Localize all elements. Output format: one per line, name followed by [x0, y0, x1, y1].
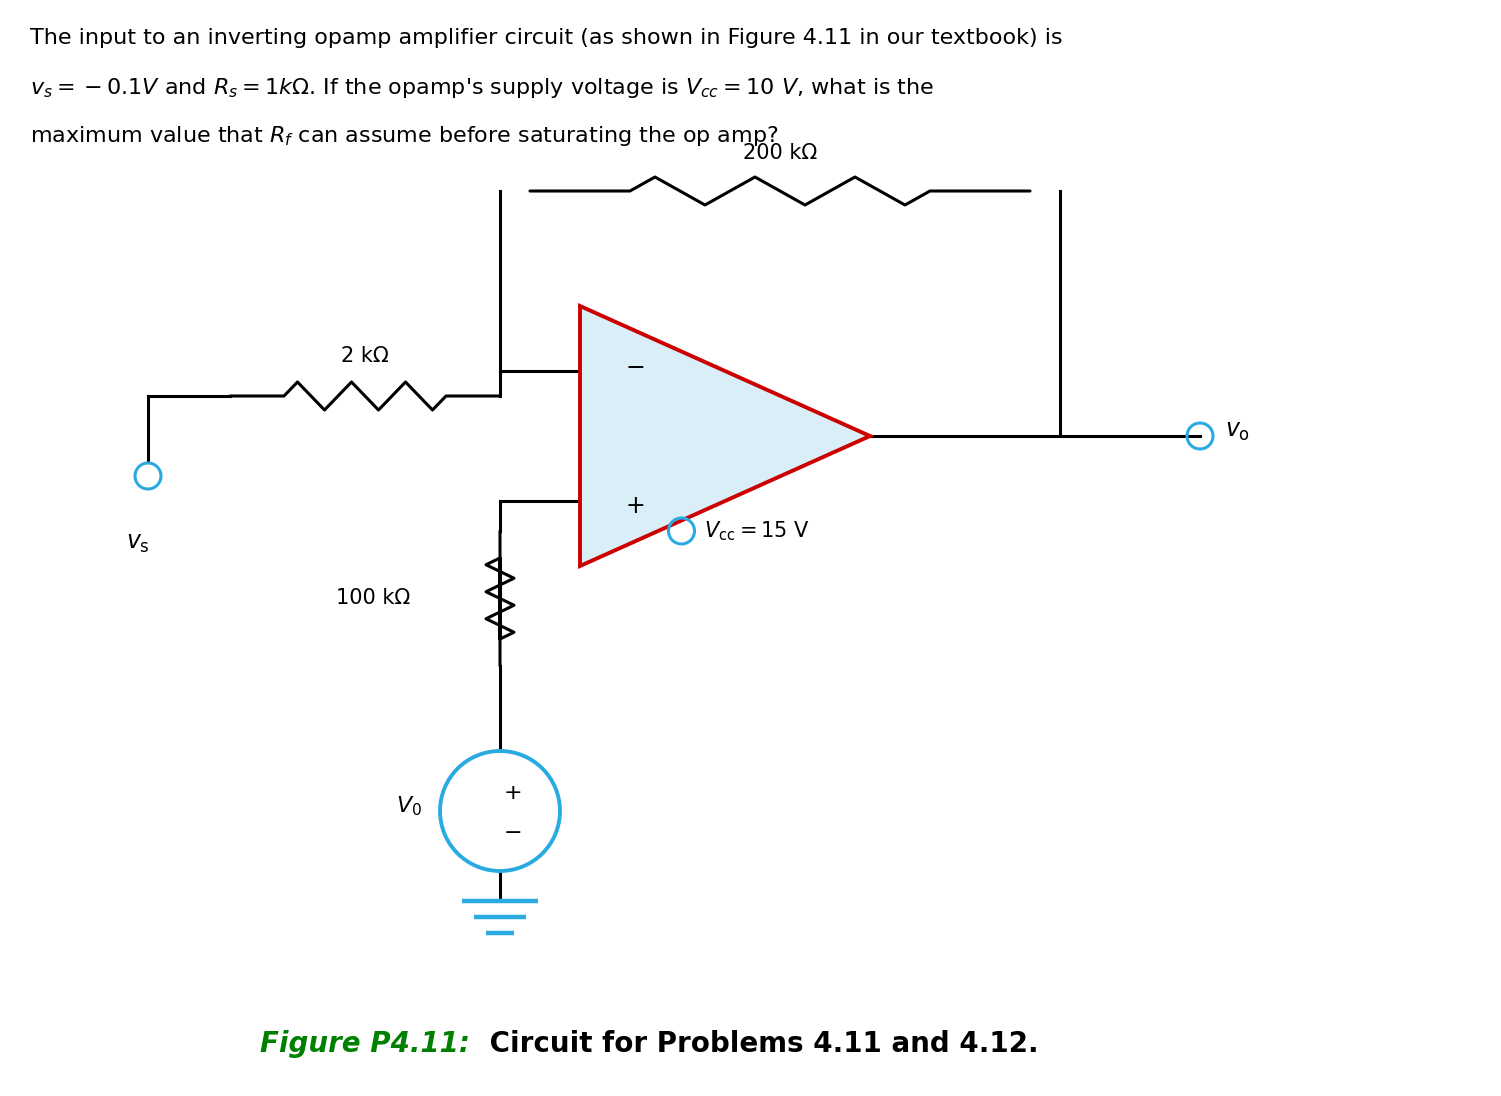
Text: $-$: $-$ — [503, 821, 521, 841]
Text: $v_s = -0.1V$ and $R_s = 1k\Omega$. If the opamp's supply voltage is $V_{cc} = 1: $v_s = -0.1V$ and $R_s = 1k\Omega$. If t… — [30, 76, 934, 100]
Text: $+$: $+$ — [503, 783, 521, 803]
Polygon shape — [579, 306, 871, 566]
Text: Circuit for Problems 4.11 and 4.12.: Circuit for Problems 4.11 and 4.12. — [480, 1030, 1039, 1058]
Text: $+$: $+$ — [626, 494, 644, 518]
Text: $v_{\rm s}$: $v_{\rm s}$ — [126, 530, 150, 555]
Text: 2 kΩ: 2 kΩ — [341, 346, 389, 366]
Text: $V_0$: $V_0$ — [396, 795, 422, 818]
Text: $v_{\rm o}$: $v_{\rm o}$ — [1225, 419, 1250, 443]
Text: 200 kΩ: 200 kΩ — [743, 142, 817, 163]
Text: The input to an inverting opamp amplifier circuit (as shown in Figure 4.11 in ou: The input to an inverting opamp amplifie… — [30, 28, 1063, 48]
Text: 100 kΩ: 100 kΩ — [336, 589, 410, 608]
Text: Figure P4.11:: Figure P4.11: — [260, 1030, 470, 1058]
Text: maximum value that $R_f$ can assume before saturating the op amp?: maximum value that $R_f$ can assume befo… — [30, 124, 779, 148]
Text: $V_{\rm cc} = 15\ \rm V$: $V_{\rm cc} = 15\ \rm V$ — [704, 520, 809, 543]
Text: $-$: $-$ — [626, 354, 644, 378]
